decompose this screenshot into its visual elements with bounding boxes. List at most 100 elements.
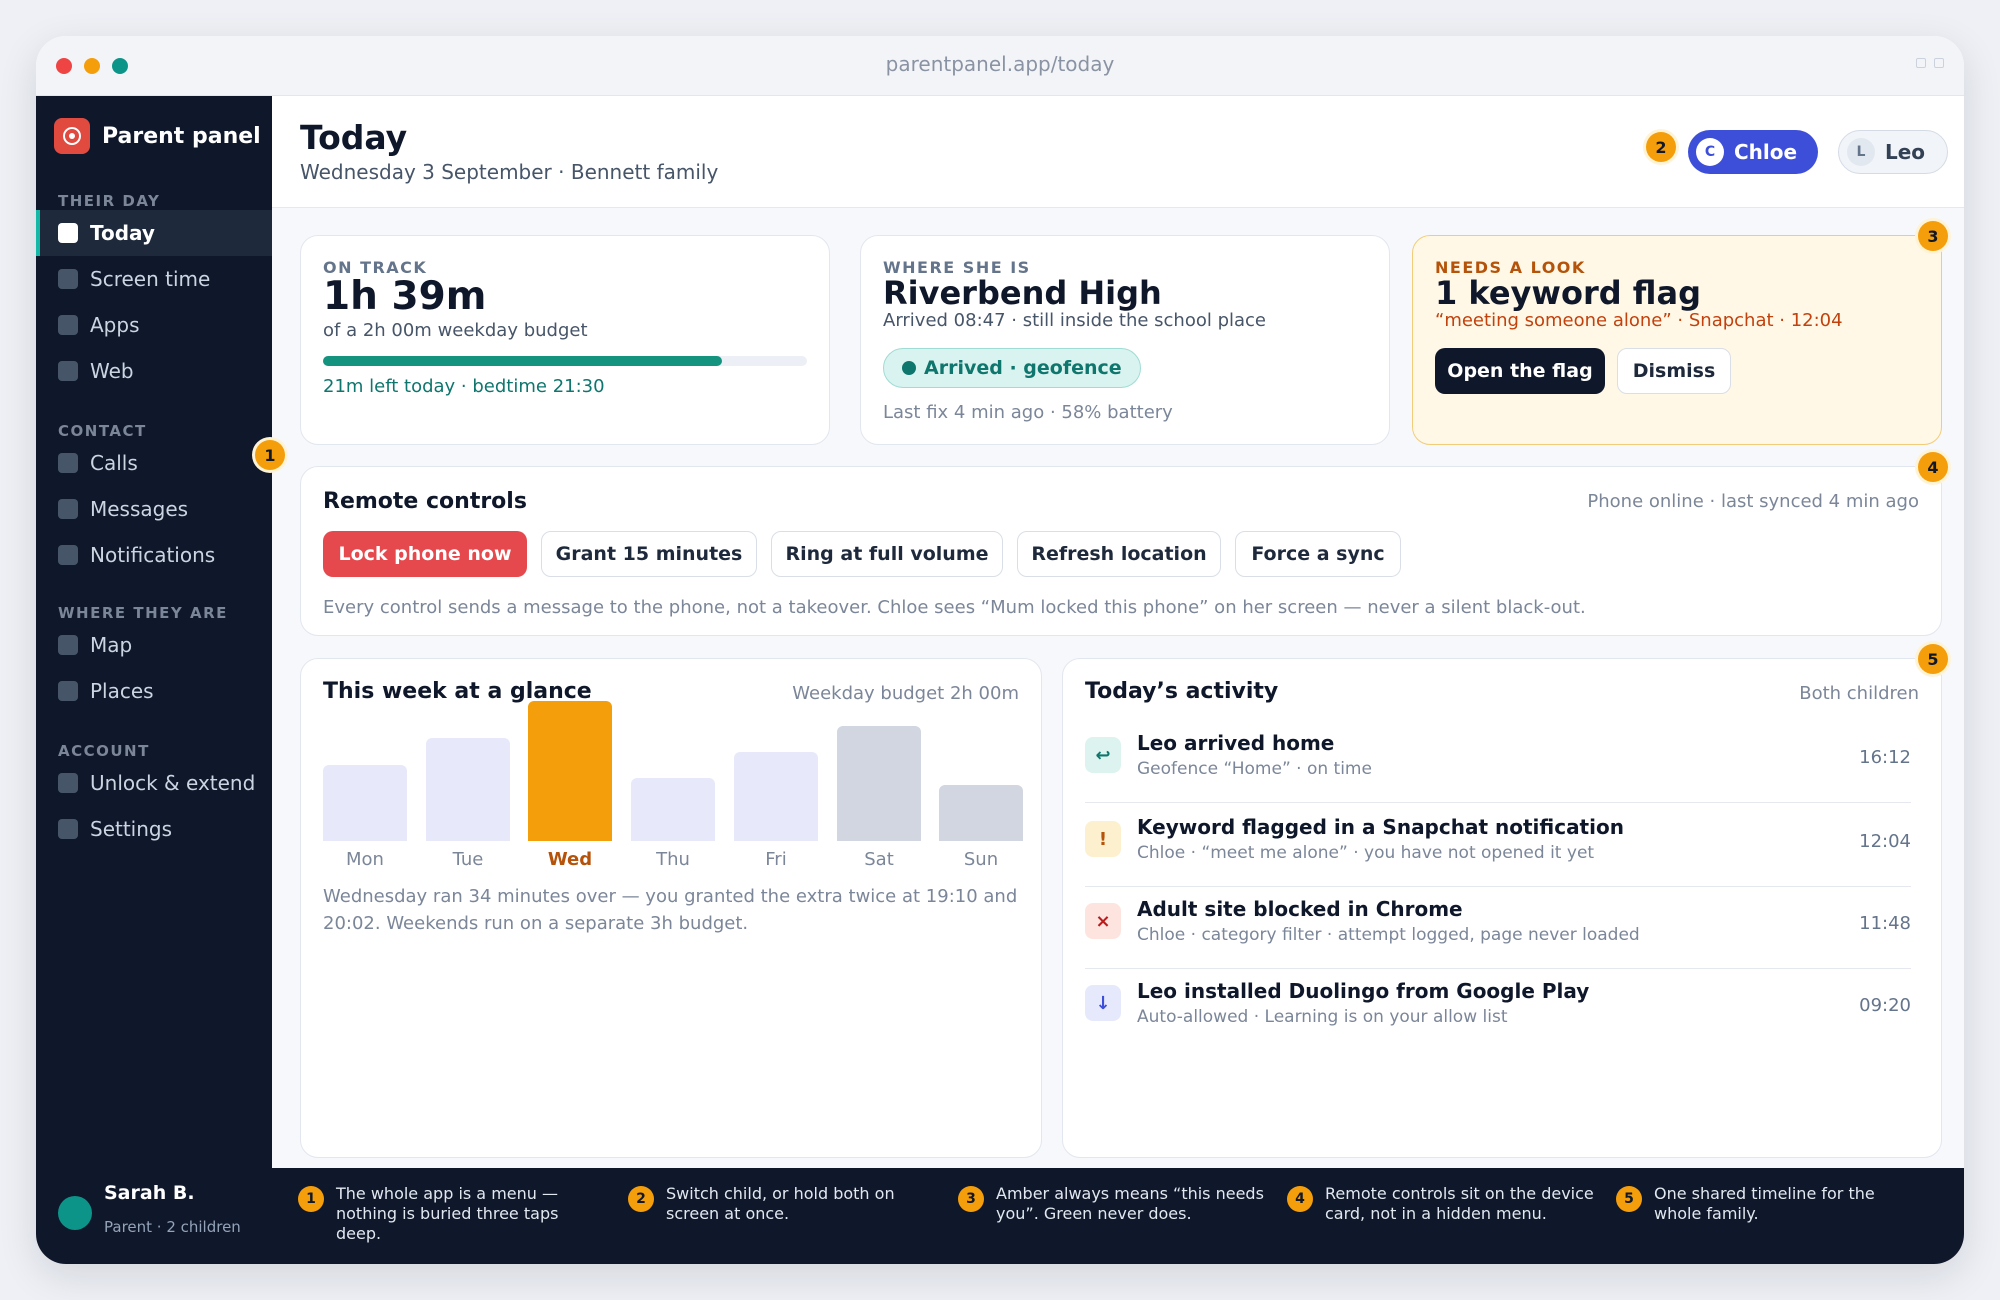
sidebar-item-map[interactable]: Map <box>36 622 272 668</box>
sidebar-item-unlock-extend[interactable]: Unlock & extend <box>36 760 272 806</box>
screen-time-value: 1h 39m <box>323 274 487 319</box>
location-card[interactable]: WHERE SHE IS Riverbend High Arrived 08:4… <box>860 235 1390 445</box>
app-window: parentpanel.app/today Parent panel THEIR… <box>36 36 1964 1264</box>
week-summary: Wednesday ran 34 minutes over — you gran… <box>323 886 1018 934</box>
screen-time-card[interactable]: ON TRACK 1h 39m of a 2h 00m weekday budg… <box>300 235 830 445</box>
brand-logo-icon <box>54 118 90 154</box>
tick-label-tue: Tue <box>452 849 484 870</box>
open-flag-button[interactable]: Open the flag <box>1435 348 1605 394</box>
activity-row[interactable]: ! Keyword flagged in a Snapchat notifica… <box>1085 805 1911 887</box>
download-icon: ↓ <box>1085 985 1121 1021</box>
dismiss-button[interactable]: Dismiss <box>1617 348 1731 394</box>
window-controls <box>1916 58 1944 68</box>
places-icon <box>58 681 78 701</box>
settings-icon <box>58 819 78 839</box>
maximize-window-button[interactable] <box>112 58 128 74</box>
status-dot-icon <box>902 361 916 375</box>
minimize-window-button[interactable] <box>84 58 100 74</box>
messages-icon <box>58 499 78 519</box>
bar-mon[interactable] <box>323 765 407 841</box>
activity-detail: Chloe · “meet me alone” · you have not o… <box>1137 843 1595 863</box>
activity-detail: Geofence “Home” · on time <box>1137 759 1372 779</box>
refresh-location-button[interactable]: Refresh location <box>1017 531 1221 577</box>
bar-wed[interactable] <box>528 701 612 841</box>
sidebar-item-today[interactable]: Today <box>36 210 272 256</box>
sidebar-item-calls[interactable]: Calls <box>36 440 272 486</box>
main-content: Today Wednesday 3 September · Bennett fa… <box>272 96 1964 1168</box>
bar-thu[interactable] <box>631 778 715 841</box>
calls-icon <box>58 453 78 473</box>
bar-fri[interactable] <box>734 752 818 841</box>
unlock-icon <box>58 773 78 793</box>
blocked-icon: × <box>1085 903 1121 939</box>
callout-badge-4: 4 <box>1918 452 1948 482</box>
avatar: L <box>1847 138 1875 166</box>
sidebar-item-messages[interactable]: Messages <box>36 486 272 532</box>
sidebar-item-places[interactable]: Places <box>36 668 272 714</box>
bar-sun[interactable] <box>939 785 1023 841</box>
grant-time-button[interactable]: Grant 15 minutes <box>541 531 757 577</box>
lock-phone-button[interactable]: Lock phone now <box>323 531 527 577</box>
remote-controls-note: Every control sends a message to the pho… <box>323 597 1586 618</box>
activity-time: 09:20 <box>1859 995 1911 1016</box>
child-switch-chloe[interactable]: C Chloe <box>1688 130 1818 174</box>
activity-row[interactable]: ↩ Leo arrived home Geofence “Home” · on … <box>1085 721 1911 803</box>
tick-label-sat: Sat <box>864 849 894 870</box>
week-glance-card: This week at a glance Weekday budget 2h … <box>300 658 1042 1158</box>
ring-phone-button[interactable]: Ring at full volume <box>771 531 1003 577</box>
sidebar-item-label: Calls <box>90 451 138 475</box>
geofence-status-badge: Arrived · geofence <box>883 348 1141 388</box>
keyword-flag-card[interactable]: NEEDS A LOOK 1 keyword flag “meeting som… <box>1412 235 1942 445</box>
child-switch-leo[interactable]: L Leo <box>1838 130 1948 174</box>
footnote-text: Remote controls sit on the device card, … <box>1325 1184 1594 1223</box>
sidebar-item-settings[interactable]: Settings <box>36 806 272 852</box>
activity-title: Today’s activity <box>1085 679 1279 704</box>
today-icon <box>58 223 78 243</box>
activity-title: Leo arrived home <box>1137 731 1335 755</box>
remote-controls-title: Remote controls <box>323 489 527 514</box>
sidebar-item-web[interactable]: Web <box>36 348 272 394</box>
bar-sat[interactable] <box>837 726 921 841</box>
tile-icon[interactable] <box>1916 58 1926 68</box>
sidebar-item-label: Notifications <box>90 543 216 567</box>
nav-section-where-they-are: WHERE THEY ARE <box>58 604 228 622</box>
close-window-button[interactable] <box>56 58 72 74</box>
footer-bar: Sarah B. Parent · 2 children 1 The whole… <box>36 1168 1964 1264</box>
activity-row[interactable]: ↓ Leo installed Duolingo from Google Pla… <box>1085 969 1911 1051</box>
arrive-home-icon: ↩ <box>1085 737 1121 773</box>
activity-title: Leo installed Duolingo from Google Play <box>1137 979 1590 1003</box>
tile-icon[interactable] <box>1934 58 1944 68</box>
avatar[interactable] <box>58 1196 92 1230</box>
activity-row[interactable]: × Adult site blocked in Chrome Chloe · c… <box>1085 887 1911 969</box>
page-header: Today Wednesday 3 September · Bennett fa… <box>272 96 1964 208</box>
bar-tue[interactable] <box>426 738 510 841</box>
callout-badge-3: 3 <box>1918 221 1948 251</box>
url-bar[interactable]: parentpanel.app/today <box>885 52 1115 76</box>
force-sync-button[interactable]: Force a sync <box>1235 531 1401 577</box>
footnote-text: Switch child, or hold both on screen at … <box>666 1184 895 1223</box>
activity-card: Today’s activity Both children ↩ Leo arr… <box>1062 658 1942 1158</box>
activity-title: Adult site blocked in Chrome <box>1137 897 1463 921</box>
activity-title: Keyword flagged in a Snapchat notificati… <box>1137 815 1624 839</box>
callout-badge-2: 2 <box>1646 132 1676 162</box>
location-arrival: Arrived 08:47 · still inside the school … <box>883 310 1267 331</box>
sidebar-item-label: Settings <box>90 817 173 841</box>
avatar: C <box>1696 138 1724 166</box>
brand[interactable]: Parent panel <box>54 118 261 154</box>
activity-detail: Auto-allowed · Learning is on your allow… <box>1137 1007 1508 1027</box>
time-left-note: 21m left today · bedtime 21:30 <box>323 376 605 397</box>
activity-detail: Chloe · category filter · attempt logged… <box>1137 925 1640 945</box>
sidebar-item-label: Unlock & extend <box>90 771 256 795</box>
tick-label-sun: Sun <box>963 849 999 870</box>
tick-label-mon: Mon <box>346 849 384 870</box>
activity-time: 12:04 <box>1859 831 1911 852</box>
sync-status: Phone online · last synced 4 min ago <box>1587 491 1919 512</box>
sidebar-item-apps[interactable]: Apps <box>36 302 272 348</box>
sidebar-item-label: Places <box>90 679 154 703</box>
sidebar-item-screen-time[interactable]: Screen time <box>36 256 272 302</box>
card-kicker: NEEDS A LOOK <box>1435 258 1586 277</box>
sidebar-item-notifications[interactable]: Notifications <box>36 532 272 578</box>
nav-section-account: ACCOUNT <box>58 742 150 760</box>
location-meta: Last fix 4 min ago · 58% battery <box>883 402 1173 423</box>
sidebar-item-label: Map <box>90 633 133 657</box>
